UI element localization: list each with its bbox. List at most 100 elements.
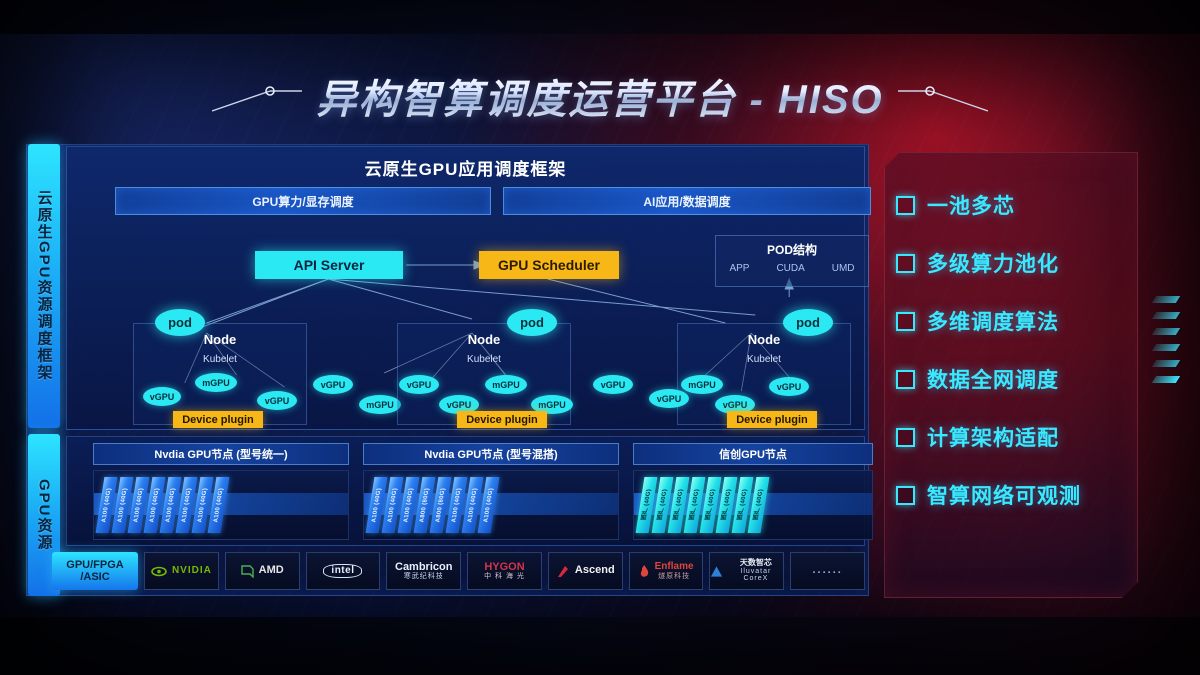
- vendor-name: NVIDIA: [171, 564, 212, 576]
- vendor-name: AMD: [258, 564, 284, 577]
- feature-item-3[interactable]: 多维调度算法: [896, 292, 1144, 350]
- gpu-card-label: A100 (40G): [482, 487, 495, 523]
- device-plugin-1[interactable]: Device plugin: [173, 411, 263, 428]
- framework-bar-compute[interactable]: GPU算力/显存调度: [115, 187, 491, 215]
- gpu-chip-2-3[interactable]: vGPU: [439, 395, 479, 414]
- gpu-resource-section: Nvdia GPU节点 (型号统一) A100 (40G) A100 (40G)…: [66, 436, 873, 546]
- vendor-tag-line1: GPU/FPGA: [66, 558, 124, 571]
- gpu-card-label: A100 (40G): [402, 487, 415, 523]
- gpu-card-label: A100 (40G): [386, 487, 399, 523]
- gpu-card-label: 国产 (40G): [705, 489, 717, 521]
- gpu-node-group-1: Nvdia GPU节点 (型号统一) A100 (40G) A100 (40G)…: [93, 443, 349, 540]
- feature-panel: [884, 152, 1138, 598]
- top-band: [0, 0, 1200, 34]
- pod-node-2[interactable]: pod: [507, 309, 557, 336]
- feature-item-2[interactable]: 多级算力池化: [896, 234, 1144, 292]
- pod-node-3[interactable]: pod: [783, 309, 833, 336]
- nvidia-eye-icon: [151, 566, 167, 576]
- gpu-card-list-2: A100 (40G) A100 (40G) A100 (40G) A800 (8…: [365, 477, 500, 533]
- vendor-logo-more[interactable]: ......: [790, 552, 866, 590]
- gpu-chip-1-4[interactable]: vGPU: [313, 375, 353, 394]
- iluvatar-triangle-icon: [711, 565, 723, 577]
- gpu-node-group-2: Nvdia GPU节点 (型号混搭) A100 (40G) A100 (40G)…: [363, 443, 619, 540]
- gpu-chip-1-5[interactable]: mGPU: [359, 395, 401, 414]
- title-block: 异构智算调度运营平台 - HISO: [0, 66, 1200, 126]
- gpu-card-list-3: 国产 (40G) 国产 (40G) 国产 (40G) 国产 (40G) 国产 (…: [635, 477, 770, 533]
- vendor-logo-iluvatar[interactable]: 天数智芯 Iluvatar CoreX: [709, 552, 785, 590]
- vendor-logo-cambricon[interactable]: Cambricon 寒武纪科技: [386, 552, 462, 590]
- feature-item-5[interactable]: 计算架构适配: [896, 408, 1144, 466]
- framework-bar-ai[interactable]: AI应用/数据调度: [503, 187, 871, 215]
- node-label-3: Node: [747, 332, 781, 347]
- gpu-node-header-1: Nvdia GPU节点 (型号统一): [93, 443, 349, 465]
- kubelet-label-1: Kubelet: [203, 354, 237, 365]
- node-label-1: Node: [203, 332, 237, 347]
- vendor-logo-hygon[interactable]: HYGON 中 科 海 光: [467, 552, 542, 590]
- feature-label: 一池多芯: [927, 195, 1015, 218]
- gpu-node-tray-3: 国产 (40G) 国产 (40G) 国产 (40G) 国产 (40G) 国产 (…: [633, 470, 873, 540]
- feature-item-4[interactable]: 数据全网调度: [896, 350, 1144, 408]
- pod-item-umd: UMD: [831, 263, 855, 274]
- node-label-2: Node: [467, 332, 501, 347]
- vendor-subname: 寒武纪科技: [403, 573, 444, 581]
- feature-item-1[interactable]: 一池多芯: [896, 176, 1144, 234]
- gpu-card-label: A100 (40G): [196, 487, 209, 523]
- page-title: 异构智算调度运营平台 - HISO: [316, 67, 883, 125]
- vendor-logo-ascend[interactable]: Ascend: [547, 552, 623, 590]
- pod-structure-box: POD结构 APP CUDA UMD: [715, 235, 869, 287]
- framework-heading: 云原生GPU应用调度框架: [364, 160, 567, 179]
- vendor-name: Ascend: [574, 564, 615, 577]
- gpu-scheduler-box[interactable]: GPU Scheduler: [479, 251, 619, 279]
- gpu-chip-1-3[interactable]: vGPU: [257, 391, 297, 410]
- gpu-chip-3-3[interactable]: vGPU: [769, 377, 809, 396]
- gpu-card-label: 国产 (40G): [657, 489, 669, 521]
- vendor-logo-amd[interactable]: AMD: [224, 552, 300, 590]
- vertical-tab-cloudnative: 云原生GPU资源调度框架: [28, 144, 60, 428]
- gpu-chip-3-2[interactable]: vGPU: [715, 395, 755, 414]
- gpu-card-label: A100 (40G): [450, 487, 463, 523]
- gpu-chip-2-4[interactable]: mGPU: [531, 395, 573, 414]
- vendor-logo-nvidia[interactable]: NVIDIA: [144, 552, 219, 590]
- feature-label: 多维调度算法: [927, 311, 1059, 334]
- feature-item-6[interactable]: 智算网络可观测: [896, 466, 1144, 524]
- gpu-card-label: A100 (40G): [132, 487, 145, 523]
- gpu-card-label: 国产 (40G): [737, 489, 749, 521]
- enflame-flame-icon: [640, 564, 648, 577]
- gpu-chip-1-2[interactable]: mGPU: [195, 373, 237, 392]
- gpu-chip-3-0[interactable]: vGPU: [649, 389, 689, 408]
- feature-label: 多级算力池化: [927, 253, 1059, 276]
- vendor-category-tag: GPU/FPGA /ASIC: [52, 552, 138, 590]
- checkbox-icon: [896, 369, 915, 389]
- pod-node-1[interactable]: pod: [155, 309, 205, 336]
- gpu-chip-2-5[interactable]: vGPU: [593, 375, 633, 394]
- gpu-card-label: 国产 (40G): [673, 489, 685, 521]
- vendor-name: intel: [323, 563, 363, 579]
- vendor-tag-line2: /ASIC: [80, 571, 110, 583]
- gpu-chip-3-1[interactable]: mGPU: [681, 375, 723, 394]
- feature-label: 数据全网调度: [927, 369, 1059, 392]
- device-plugin-2[interactable]: Device plugin: [457, 411, 547, 428]
- gpu-card-label: A100 (40G): [180, 487, 193, 523]
- pod-structure-title: POD结构: [766, 243, 817, 257]
- checkbox-icon: [896, 427, 915, 447]
- vendor-row: GPU/FPGA /ASIC NVIDIA AMD intel Cambrico…: [52, 552, 866, 590]
- gpu-chip-2-1[interactable]: vGPU: [399, 375, 439, 394]
- gpu-node-group-3: 信创GPU节点 国产 (40G) 国产 (40G) 国产 (40G) 国产 (4…: [633, 443, 873, 540]
- vendor-logo-enflame[interactable]: Enflame 燧原科技: [628, 552, 704, 590]
- api-server-box[interactable]: API Server: [255, 251, 403, 279]
- title-left-deco-icon: [212, 86, 303, 112]
- amd-mark-icon: [240, 564, 254, 578]
- architecture-panel: 云原生GPU资源调度框架 GPU资源 云原生GPU应用调度框架 GPU算力/显存…: [26, 144, 873, 596]
- gpu-node-header-2: Nvdia GPU节点 (型号混搭): [363, 443, 619, 465]
- device-plugin-3[interactable]: Device plugin: [727, 411, 817, 428]
- gpu-card-label: 国产 (40G): [641, 489, 653, 521]
- vendor-logo-intel[interactable]: intel: [305, 552, 381, 590]
- vendor-name: HYGON 中 科 海 光: [484, 560, 525, 581]
- vendor-name: Cambricon 寒武纪科技: [395, 560, 453, 581]
- bottom-band: [0, 617, 1200, 675]
- gpu-node-tray-2: A100 (40G) A100 (40G) A100 (40G) A800 (8…: [363, 470, 619, 540]
- gpu-chip-2-2[interactable]: mGPU: [485, 375, 527, 394]
- gpu-chip-1-1[interactable]: vGPU: [143, 387, 181, 406]
- gpu-card-label: A100 (40G): [148, 487, 161, 523]
- gpu-card-label: A100 (40G): [370, 487, 383, 523]
